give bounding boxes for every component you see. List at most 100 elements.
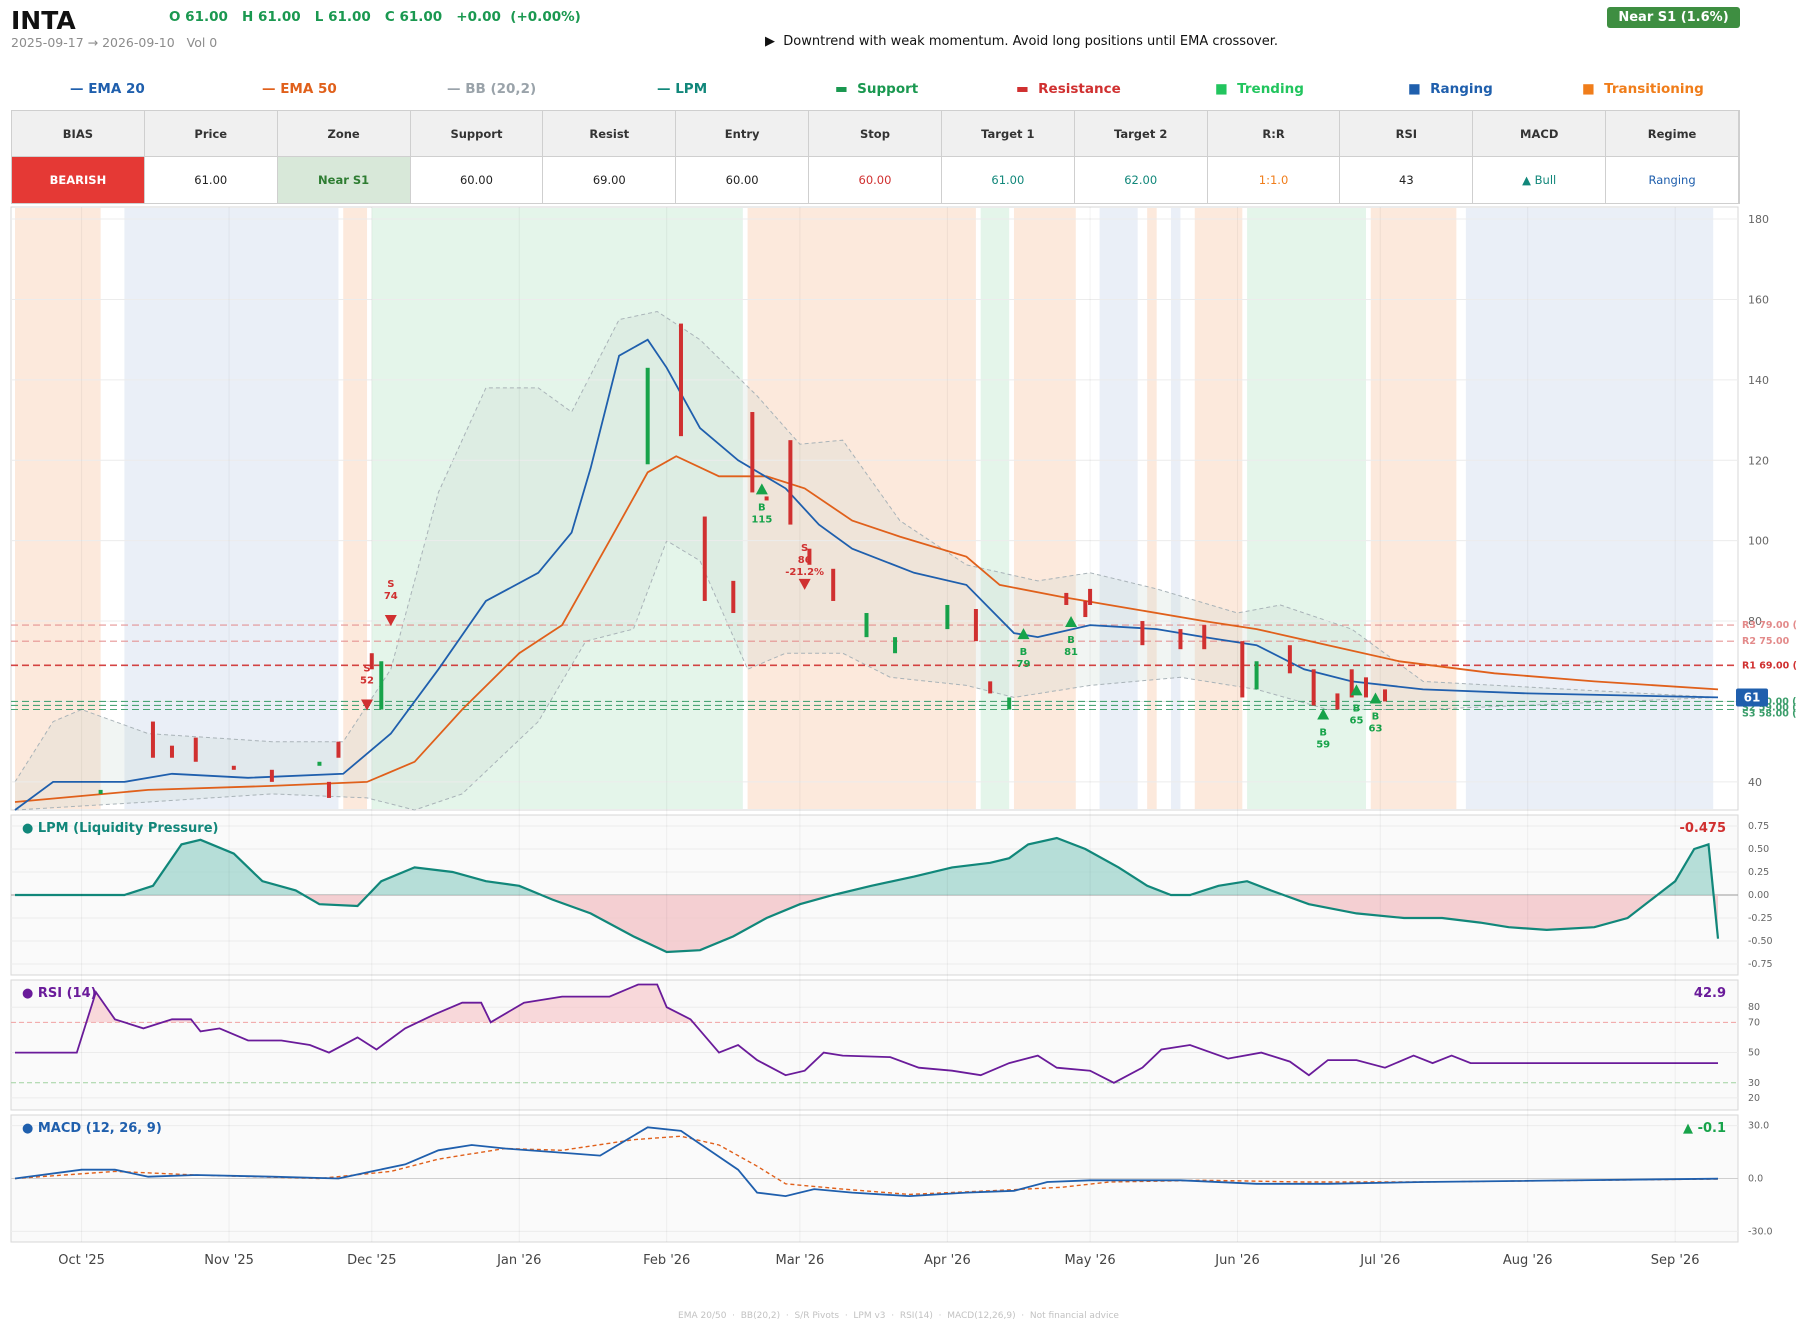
table-header-price: Price bbox=[144, 111, 278, 157]
sell-signal-marker bbox=[384, 615, 397, 627]
sell-signal-score: 52 bbox=[360, 675, 374, 686]
table-value-support: 60.00 bbox=[410, 157, 544, 203]
candle-down bbox=[678, 323, 683, 437]
table-header-target-1: Target 1 bbox=[941, 111, 1075, 157]
legend-support: ▬ Support bbox=[835, 81, 919, 97]
price-tick-label: 140 bbox=[1748, 374, 1769, 387]
table-value-regime: Ranging bbox=[1606, 157, 1739, 203]
candle-down bbox=[1349, 669, 1354, 698]
buy-signal-marker bbox=[1369, 692, 1382, 704]
regime-band-transitioning bbox=[1370, 208, 1457, 809]
x-tick-label: Jun '26 bbox=[1214, 1253, 1260, 1268]
table-value-zone: Near S1 bbox=[277, 157, 411, 203]
candle-down bbox=[1383, 689, 1388, 702]
table-header-resist: Resist bbox=[543, 111, 677, 157]
candle-up bbox=[893, 637, 898, 654]
resistance-level-label: R2 75.00 bbox=[1742, 636, 1790, 647]
footer-note: EMA 20/50 · BB(20,2) · S/R Pivots · LPM … bbox=[678, 1311, 1119, 1321]
regime-band-transitioning bbox=[1013, 208, 1076, 809]
lpm-tick-label: -0.50 bbox=[1748, 936, 1773, 947]
legend-resistance: ▬ Resistance bbox=[1016, 81, 1121, 97]
candle-down bbox=[169, 745, 174, 758]
ticker-symbol: INTA bbox=[11, 6, 76, 35]
last-price-label: 61 bbox=[1744, 690, 1761, 704]
last-price-tag bbox=[1736, 688, 1768, 707]
rsi-tick-label: 80 bbox=[1748, 1002, 1760, 1013]
sell-signal-side: S bbox=[801, 543, 808, 554]
candle-up bbox=[864, 613, 869, 638]
candle-down bbox=[973, 609, 978, 642]
candle-down bbox=[193, 737, 198, 762]
x-tick-label: Nov '25 bbox=[204, 1253, 254, 1268]
regime-band-transitioning bbox=[343, 208, 368, 809]
headline-summary: ▶ Downtrend with weak momentum. Avoid lo… bbox=[765, 34, 1279, 49]
rsi-overbought-area bbox=[86, 984, 694, 1023]
lpm-negative-area bbox=[15, 895, 1718, 952]
candle-down bbox=[1178, 629, 1183, 650]
resistance-level-label: R1 69.00 (2x) bbox=[1742, 660, 1797, 671]
bb-lower-line bbox=[14, 539, 1719, 811]
regime-band-trending bbox=[980, 208, 1010, 809]
buy-signal-marker bbox=[1017, 628, 1030, 640]
candle-up bbox=[945, 604, 950, 630]
price-tick-label: 100 bbox=[1748, 535, 1769, 548]
ema20-line bbox=[14, 338, 1719, 811]
zone-badge: Near S1 (1.6%) bbox=[1607, 7, 1740, 28]
macd-panel-title: ● MACD (12, 26, 9) bbox=[22, 1121, 162, 1136]
signal-summary-table: BIAS BEARISH Price 61.00 Zone Near S1 Support 6… bbox=[11, 110, 1740, 204]
x-tick-label: Jul '26 bbox=[1359, 1253, 1400, 1268]
buy-signal-score: 65 bbox=[1350, 715, 1364, 726]
buy-signal-marker bbox=[755, 483, 768, 495]
table-value-price: 61.00 bbox=[144, 157, 278, 203]
legend-lpm: — LPM bbox=[657, 81, 708, 97]
regime-band-transitioning bbox=[747, 208, 976, 809]
legend-trending: ■ Trending bbox=[1215, 81, 1304, 97]
table-header-target-2: Target 2 bbox=[1074, 111, 1208, 157]
candle-up bbox=[645, 367, 650, 465]
price-tick-label: 120 bbox=[1748, 454, 1769, 467]
ohlc-readout: O 61.00 H 61.00 L 61.00 C 61.00 +0.00 (+… bbox=[169, 9, 581, 25]
rsi-tick-label: 30 bbox=[1748, 1078, 1760, 1089]
rsi-last-value: 42.9 bbox=[1694, 986, 1726, 1001]
buy-signal-side: B bbox=[1319, 728, 1327, 739]
regime-band-ranging bbox=[1465, 208, 1714, 809]
support-level-label: S1 60.00 (2x) bbox=[1742, 696, 1797, 707]
table-header-r-r: R:R bbox=[1207, 111, 1341, 157]
candle-down bbox=[1083, 600, 1088, 618]
rsi-tick-label: 50 bbox=[1748, 1048, 1760, 1059]
lpm-tick-label: 0.00 bbox=[1748, 890, 1769, 901]
candle-down bbox=[731, 580, 736, 614]
candle-down bbox=[750, 412, 755, 493]
lpm-tick-label: 0.75 bbox=[1748, 821, 1769, 832]
table-value-resist: 69.00 bbox=[543, 157, 677, 203]
candle-down bbox=[369, 653, 374, 670]
x-tick-label: Dec '25 bbox=[347, 1253, 396, 1268]
x-tick-label: Sep '26 bbox=[1651, 1253, 1700, 1268]
legend-ema20: — EMA 20 bbox=[70, 81, 145, 97]
candle-down bbox=[831, 568, 836, 601]
candle-down bbox=[1363, 677, 1368, 698]
table-header-support: Support bbox=[410, 111, 544, 157]
regime-band-ranging bbox=[1099, 208, 1138, 809]
table-header-bias: BIAS bbox=[12, 111, 145, 157]
buy-signal-side: B bbox=[1067, 635, 1075, 646]
table-header-regime: Regime bbox=[1606, 111, 1739, 157]
candle-up bbox=[98, 789, 103, 794]
rsi-line bbox=[15, 983, 1718, 1084]
sell-signal-side: S bbox=[363, 663, 370, 674]
x-tick-label: Jan '26 bbox=[496, 1253, 541, 1268]
x-tick-label: Feb '26 bbox=[643, 1253, 690, 1268]
legend-bb: — BB (20,2) bbox=[447, 81, 537, 97]
sell-signal-side: S bbox=[387, 579, 394, 590]
candle-down bbox=[1140, 621, 1145, 646]
candle-down bbox=[231, 765, 236, 770]
table-value-stop: 60.00 bbox=[809, 157, 942, 203]
regime-band-transitioning bbox=[15, 208, 101, 809]
support-level-label: S2 59.00 (2x) bbox=[1742, 702, 1797, 713]
table-value-entry: 60.00 bbox=[676, 157, 810, 203]
price-tick-label: 40 bbox=[1748, 776, 1762, 789]
lpm-positive-area bbox=[15, 838, 1718, 895]
candle-down bbox=[807, 548, 812, 565]
regime-band-ranging bbox=[124, 208, 339, 809]
